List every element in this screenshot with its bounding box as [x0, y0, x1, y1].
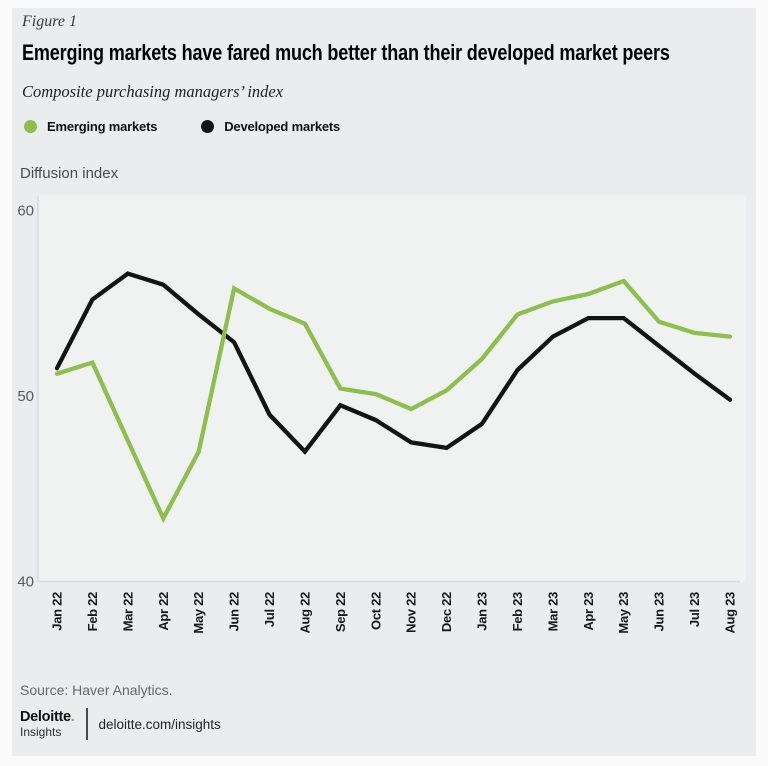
- green-period-icon: .: [70, 708, 75, 725]
- legend-label: Developed markets: [224, 119, 341, 134]
- legend-label: Emerging markets: [47, 119, 158, 134]
- y-axis-title: Diffusion index: [20, 165, 119, 182]
- emerging-markets-dot-icon: [24, 120, 37, 133]
- legend-item-emerging-markets: Emerging markets: [24, 119, 157, 134]
- insights-label: Insights: [20, 724, 62, 739]
- source-note: Source: Haver Analytics.: [20, 682, 173, 698]
- brand-column: Deloitte. Insights: [20, 708, 78, 739]
- developed-markets-dot-icon: [201, 120, 215, 133]
- deloitte-insights-logo: Deloitte. Insights deloitte.com/insights: [20, 708, 221, 740]
- insights-link[interactable]: deloitte.com/insights: [98, 716, 221, 732]
- deloitte-wordmark: Deloitte.: [20, 708, 75, 725]
- page-title: Emerging markets have fared much better …: [22, 40, 670, 65]
- figure-label: Figure 1: [22, 13, 77, 30]
- logo-divider: [86, 708, 88, 740]
- chart-subtitle: Composite purchasing managers’ index: [22, 82, 284, 101]
- chart-legend: Emerging markets Developed markets: [24, 119, 340, 134]
- legend-item-developed-markets: Developed markets: [201, 119, 340, 134]
